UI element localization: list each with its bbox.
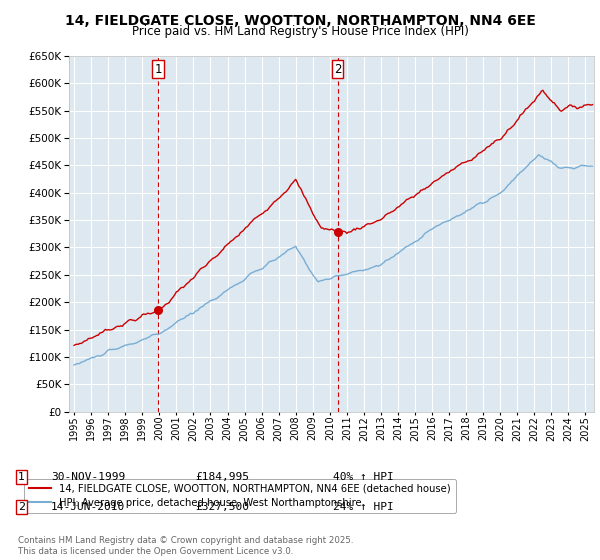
Text: Contains HM Land Registry data © Crown copyright and database right 2025.
This d: Contains HM Land Registry data © Crown c…: [18, 536, 353, 556]
Text: 14, FIELDGATE CLOSE, WOOTTON, NORTHAMPTON, NN4 6EE: 14, FIELDGATE CLOSE, WOOTTON, NORTHAMPTO…: [65, 14, 535, 28]
Text: 30-NOV-1999: 30-NOV-1999: [51, 472, 125, 482]
Text: 2: 2: [334, 63, 341, 76]
Text: £184,995: £184,995: [195, 472, 249, 482]
Text: £327,500: £327,500: [195, 502, 249, 512]
Text: 24% ↑ HPI: 24% ↑ HPI: [333, 502, 394, 512]
Text: Price paid vs. HM Land Registry's House Price Index (HPI): Price paid vs. HM Land Registry's House …: [131, 25, 469, 38]
Legend: 14, FIELDGATE CLOSE, WOOTTON, NORTHAMPTON, NN4 6EE (detached house), HPI: Averag: 14, FIELDGATE CLOSE, WOOTTON, NORTHAMPTO…: [24, 479, 456, 513]
Text: 40% ↑ HPI: 40% ↑ HPI: [333, 472, 394, 482]
Text: 1: 1: [18, 472, 25, 482]
Text: 1: 1: [154, 63, 161, 76]
Text: 2: 2: [18, 502, 25, 512]
Text: 14-JUN-2010: 14-JUN-2010: [51, 502, 125, 512]
